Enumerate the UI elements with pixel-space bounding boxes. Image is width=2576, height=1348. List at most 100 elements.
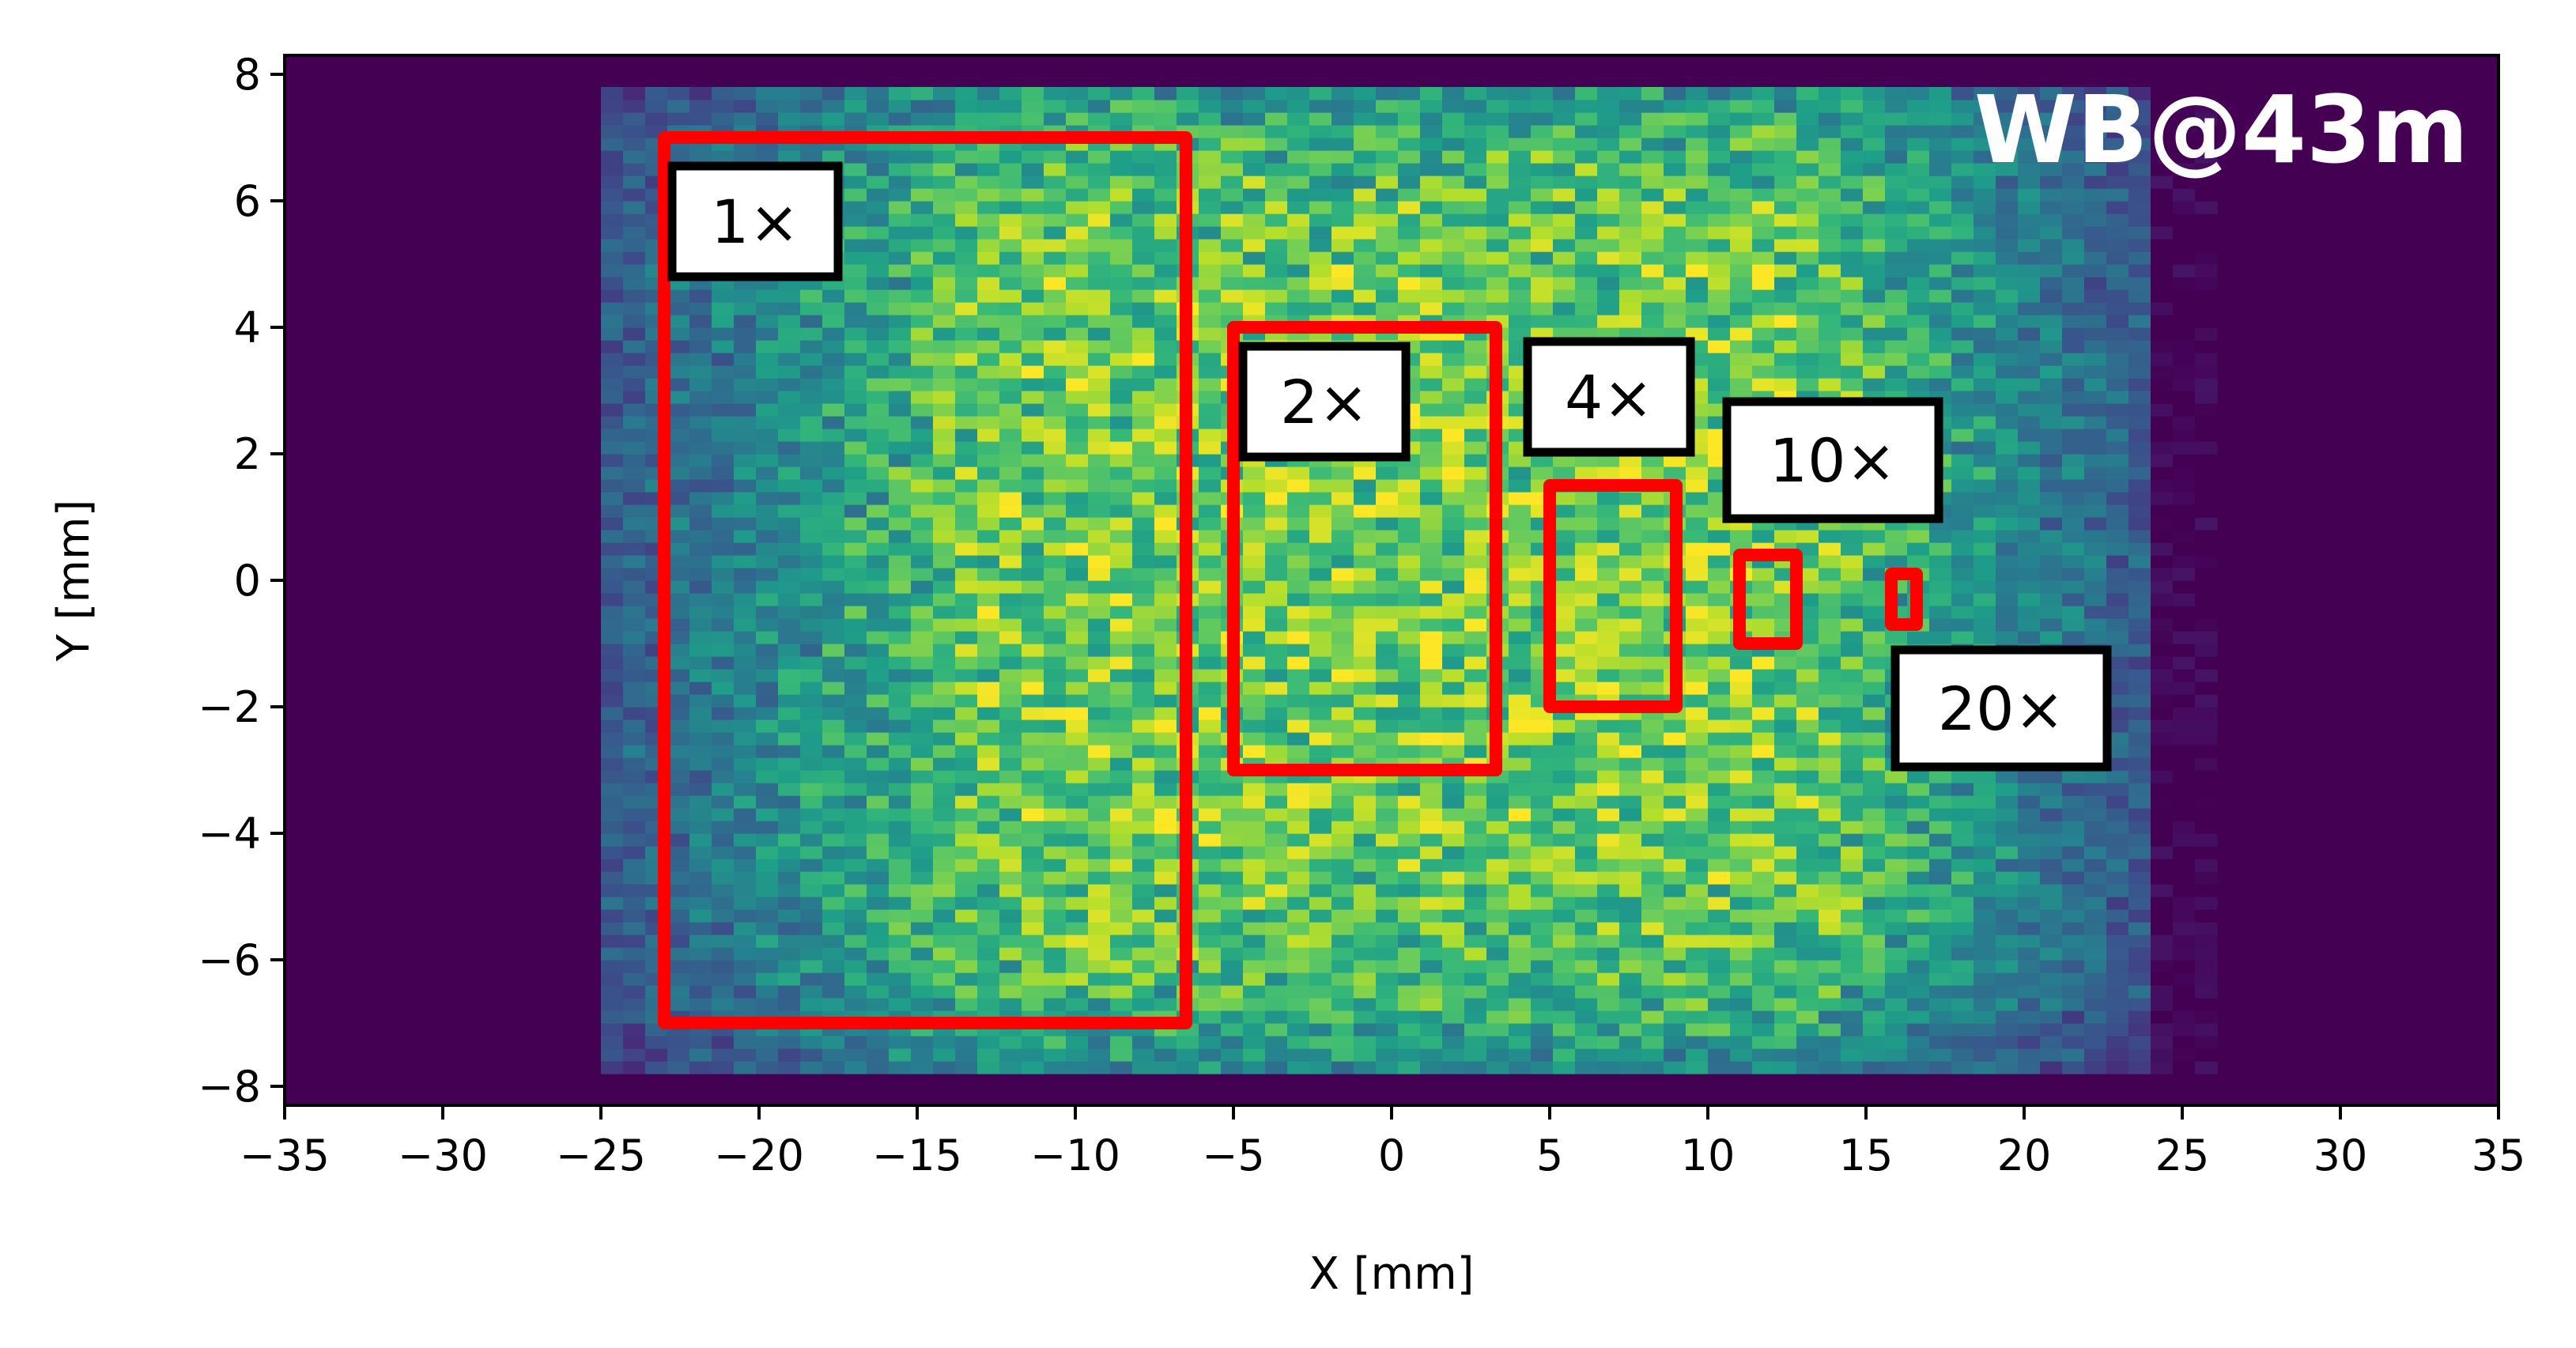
heatmap-cell xyxy=(623,631,646,644)
heatmap-cell xyxy=(1752,264,1775,278)
heatmap-cell xyxy=(800,644,823,657)
heatmap-cell xyxy=(1088,277,1111,290)
heatmap-cell xyxy=(889,606,912,619)
heatmap-cell xyxy=(977,112,1000,126)
heatmap-cell xyxy=(1619,87,1642,100)
heatmap-cell xyxy=(1796,682,1819,695)
heatmap-cell xyxy=(1796,163,1819,176)
heatmap-cell xyxy=(1575,972,1598,986)
heatmap-cell xyxy=(844,302,867,315)
heatmap-cell xyxy=(734,656,757,670)
heatmap-cell xyxy=(1509,163,1532,176)
heatmap-cell xyxy=(1088,719,1111,733)
heatmap-cell xyxy=(1841,922,1864,935)
heatmap-cell xyxy=(1708,340,1731,353)
heatmap-cell xyxy=(1796,719,1819,733)
heatmap-cell xyxy=(1907,302,1930,315)
heatmap-cell xyxy=(1486,884,1509,897)
heatmap-cell xyxy=(667,466,690,480)
heatmap-cell xyxy=(1309,112,1332,126)
heatmap-cell xyxy=(601,631,624,644)
heatmap-cell xyxy=(1088,340,1111,353)
heatmap-cell xyxy=(955,416,978,429)
heatmap-cell xyxy=(889,403,912,417)
heatmap-cell xyxy=(1243,656,1266,670)
heatmap-cell xyxy=(1331,833,1354,847)
heatmap-cell xyxy=(844,960,867,973)
heatmap-cell xyxy=(756,669,779,682)
heatmap-cell xyxy=(977,960,1000,973)
heatmap-cell xyxy=(1287,163,1310,176)
heatmap-cell xyxy=(1044,340,1067,353)
heatmap-cell xyxy=(1354,289,1377,303)
heatmap-cell xyxy=(999,985,1022,999)
heatmap-cell xyxy=(1907,909,1930,923)
heatmap-cell xyxy=(999,568,1022,581)
heatmap-cell xyxy=(867,795,890,809)
heatmap-cell xyxy=(1575,644,1598,657)
heatmap-cell xyxy=(1553,327,1576,341)
heatmap-cell xyxy=(999,783,1022,796)
heatmap-cell xyxy=(977,631,1000,644)
heatmap-cell xyxy=(1243,138,1266,151)
heatmap-cell xyxy=(1154,87,1177,100)
heatmap-cell xyxy=(1022,264,1044,278)
heatmap-cell xyxy=(999,327,1022,341)
heatmap-cell xyxy=(1974,213,1996,227)
heatmap-cell xyxy=(1708,593,1731,606)
heatmap-cell xyxy=(1088,188,1111,202)
heatmap-cell xyxy=(1376,922,1399,935)
heatmap-cell xyxy=(1575,580,1598,594)
heatmap-cell xyxy=(1376,833,1399,847)
heatmap-cell xyxy=(623,315,646,328)
heatmap-cell xyxy=(1974,492,1996,505)
heatmap-cell xyxy=(955,833,978,847)
heatmap-cell xyxy=(1110,429,1133,442)
heatmap-cell xyxy=(1442,1010,1465,1024)
heatmap-cell xyxy=(1597,555,1620,568)
heatmap-cell xyxy=(933,353,956,366)
heatmap-cell xyxy=(1863,909,1886,923)
heatmap-cell xyxy=(977,1048,1000,1062)
heatmap-cell xyxy=(1509,871,1532,885)
heatmap-cell xyxy=(1575,935,1598,948)
heatmap-cell xyxy=(1951,327,1974,341)
heatmap-cell xyxy=(1841,757,1864,771)
heatmap-cell xyxy=(1177,100,1199,113)
heatmap-cell xyxy=(1974,821,1996,834)
heatmap-cell xyxy=(667,429,690,442)
heatmap-cell xyxy=(1199,631,1222,644)
heatmap-cell xyxy=(1774,833,1797,847)
heatmap-cell xyxy=(1841,859,1864,872)
heatmap-cell xyxy=(1464,922,1487,935)
heatmap-cell xyxy=(1398,1036,1421,1049)
heatmap-cell xyxy=(1974,833,1996,847)
heatmap-cell xyxy=(1929,947,1952,961)
heatmap-cell xyxy=(1442,429,1465,442)
heatmap-cell xyxy=(1199,580,1222,594)
heatmap-cell xyxy=(822,871,845,885)
heatmap-cell xyxy=(1885,176,1908,189)
heatmap-cell xyxy=(1553,770,1576,784)
heatmap-cell xyxy=(1951,922,1974,935)
heatmap-cell xyxy=(1597,985,1620,999)
heatmap-cell xyxy=(1597,542,1620,556)
heatmap-cell xyxy=(1420,846,1443,859)
heatmap-cell xyxy=(1110,745,1133,758)
heatmap-cell xyxy=(778,682,801,695)
heatmap-cell xyxy=(1907,795,1930,809)
heatmap-cell xyxy=(667,87,690,100)
heatmap-cell xyxy=(1088,833,1111,847)
heatmap-cell xyxy=(1265,112,1288,126)
heatmap-cell xyxy=(1974,530,1996,543)
heatmap-cell xyxy=(734,391,757,404)
heatmap-cell xyxy=(601,87,624,100)
heatmap-cell xyxy=(1885,201,1908,214)
heatmap-cell xyxy=(1442,783,1465,796)
heatmap-cell xyxy=(1553,504,1576,518)
heatmap-cell xyxy=(1420,707,1443,720)
heatmap-cell xyxy=(1597,644,1620,657)
heatmap-cell xyxy=(756,846,779,859)
heatmap-cell xyxy=(977,201,1000,214)
heatmap-cell xyxy=(1110,340,1133,353)
